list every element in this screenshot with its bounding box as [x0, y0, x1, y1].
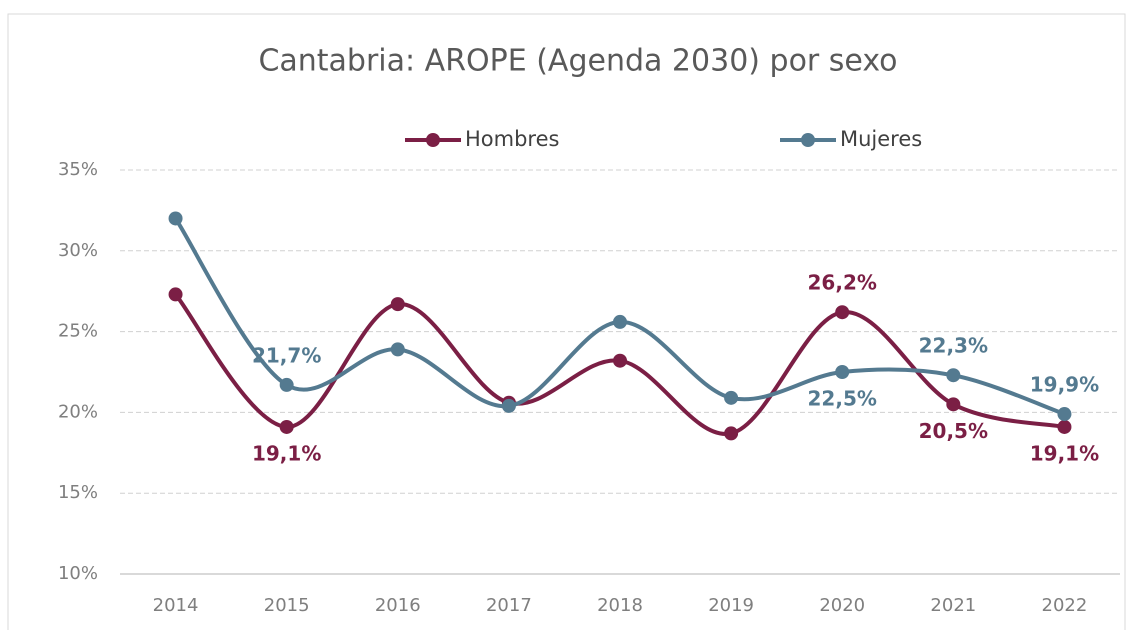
data-point [835, 305, 850, 320]
data-label: 22,3% [919, 334, 988, 358]
y-tick-label: 35% [58, 159, 98, 180]
x-tick-label: 2017 [486, 595, 532, 616]
data-point [946, 368, 961, 383]
x-tick-label: 2021 [930, 595, 976, 616]
y-tick-label: 15% [58, 482, 98, 503]
data-point [168, 287, 183, 302]
y-tick-label: 20% [58, 401, 98, 422]
x-tick-label: 2015 [264, 595, 310, 616]
legend-label: Hombres [465, 127, 559, 151]
data-point [168, 211, 183, 226]
series-line [174, 293, 1065, 436]
x-tick-label: 2018 [597, 595, 643, 616]
data-point [1057, 407, 1072, 422]
series-line [173, 217, 1066, 416]
data-point [279, 419, 294, 434]
chart-frame [7, 13, 1126, 630]
data-label: 20,5% [919, 419, 988, 443]
data-point [724, 390, 739, 405]
y-tick-label: 10% [58, 563, 98, 584]
data-point [613, 353, 627, 368]
data-point [279, 377, 294, 392]
data-point [501, 398, 516, 413]
y-tick-label: 30% [58, 240, 98, 261]
data-point [835, 365, 850, 379]
x-tick-label: 2019 [708, 595, 754, 616]
x-tick-label: 2020 [819, 595, 865, 616]
data-point [724, 426, 739, 441]
data-point [946, 397, 961, 412]
data-label: 26,2% [808, 271, 877, 295]
legend-marker [426, 133, 440, 147]
data-label: 19,9% [1030, 373, 1099, 397]
x-tick-label: 2022 [1042, 595, 1088, 616]
data-point [613, 314, 627, 329]
x-tick-label: 2014 [153, 595, 199, 616]
chart-title: Cantabria: AROPE (Agenda 2030) por sexo [258, 44, 897, 79]
y-tick-label: 25% [58, 321, 98, 342]
data-label: 19,1% [252, 441, 321, 465]
x-tick-label: 2016 [375, 595, 421, 616]
data-point [390, 342, 405, 357]
data-label: 19,1% [1030, 441, 1099, 465]
legend-marker [801, 133, 815, 147]
data-label: 21,7% [252, 343, 321, 367]
legend-label: Mujeres [840, 127, 922, 151]
data-point [1057, 419, 1072, 434]
data-label: 22,5% [808, 387, 877, 411]
data-point [390, 297, 405, 312]
